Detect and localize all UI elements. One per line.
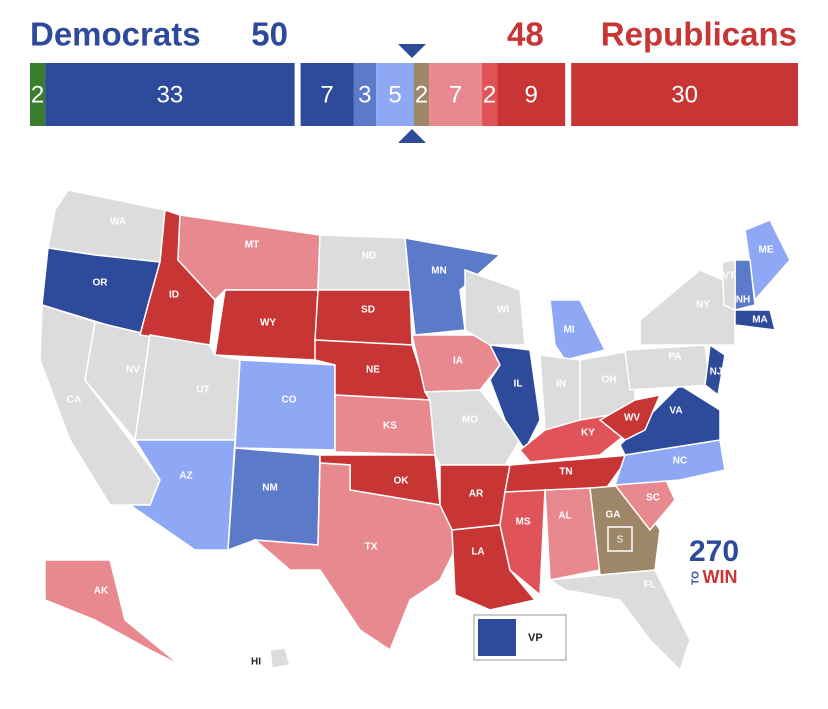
segment-label: 5 [388,81,401,108]
segment-label: 3 [358,81,371,108]
state-label: MO [462,415,478,426]
state [619,384,721,456]
state-label: FL [644,580,656,591]
state-label: MN [431,266,447,277]
state [499,489,546,597]
legend-swatch [478,619,516,656]
bar-segment [429,63,483,126]
state-label: AK [94,586,109,597]
special-marker-box [607,526,633,552]
state [734,309,776,331]
legend-label: VP [528,632,543,644]
state [44,559,181,666]
state-label: KS [383,421,397,432]
logo-to: TO [691,571,702,585]
state-label: NE [366,365,380,376]
bar-segment [376,63,414,126]
segment-label: 2 [415,81,428,108]
bar-segment [497,63,566,126]
state-label: KY [581,428,595,439]
state-label: AR [469,489,484,500]
state [269,647,291,669]
state [464,268,526,346]
state-label: WV [624,413,640,424]
bar-segment [300,63,354,126]
rep-label: Republicans [601,16,797,53]
state-label: WI [497,305,509,316]
state-label: MA [752,315,768,326]
state [598,393,662,441]
state [704,343,726,397]
state-label: OR [93,278,109,289]
state-label: SC [646,493,660,504]
segment-label: 7 [449,81,462,108]
state-label: CO [282,395,297,406]
state-label: UT [196,385,209,396]
state-label: MI [563,325,574,336]
dem-count: 50 [251,16,288,53]
state-label: ME [759,245,774,256]
state-label: MS [516,517,531,528]
state [547,569,691,672]
state [549,299,607,361]
segment-label: 2 [31,81,44,108]
state-label: ID [169,290,179,301]
state-label: NJ [710,367,723,378]
state [539,354,581,431]
state-label: PA [668,352,681,363]
state-label: NC [673,456,687,467]
special-marker: S [617,535,624,546]
state-label: HI [251,657,261,668]
state-label: NV [126,365,140,376]
state [252,462,461,652]
state-label: AZ [179,471,192,482]
state-label: NM [262,483,278,494]
segment-label: 30 [671,81,698,108]
bar-segment [482,63,498,126]
state-label: IA [453,356,463,367]
bar-segment [571,63,798,126]
state-label: OH [602,375,617,386]
state-label: VA [669,406,682,417]
state-label: TN [559,467,572,478]
segment-label: 33 [157,81,184,108]
majority-marker [398,129,426,143]
rep-count: 48 [507,16,544,53]
state-label: ND [362,251,376,262]
state [721,259,736,312]
segment-label: 7 [320,81,333,108]
state [314,289,413,346]
state-label: IL [514,379,523,390]
bar-segment [353,63,377,126]
logo-number: 270 [689,535,739,568]
state [488,344,541,452]
segment-label: 9 [525,81,538,108]
state-label: LA [471,547,484,558]
state-label: NY [696,300,710,311]
state-label: WY [260,318,276,329]
state-label: MT [245,240,259,251]
dem-label: Democrats [30,16,201,53]
state-label: SD [361,305,375,316]
state-label: WA [110,217,126,228]
state [227,447,321,552]
majority-marker [398,44,426,58]
state-label: IN [556,379,566,390]
state-label: OK [394,476,410,487]
bar-segment [30,63,46,126]
state-label: CA [67,395,81,406]
state-label: GA [606,510,621,521]
bar-segment [414,63,430,126]
state-label: AL [558,511,571,522]
state-label: VT [723,271,736,282]
logo-win: WIN [703,567,738,587]
segment-label: 2 [483,81,496,108]
state [639,269,736,346]
state-label: NH [736,295,750,306]
state [317,234,411,291]
state-label: TX [365,542,378,553]
bar-segment [45,63,295,126]
